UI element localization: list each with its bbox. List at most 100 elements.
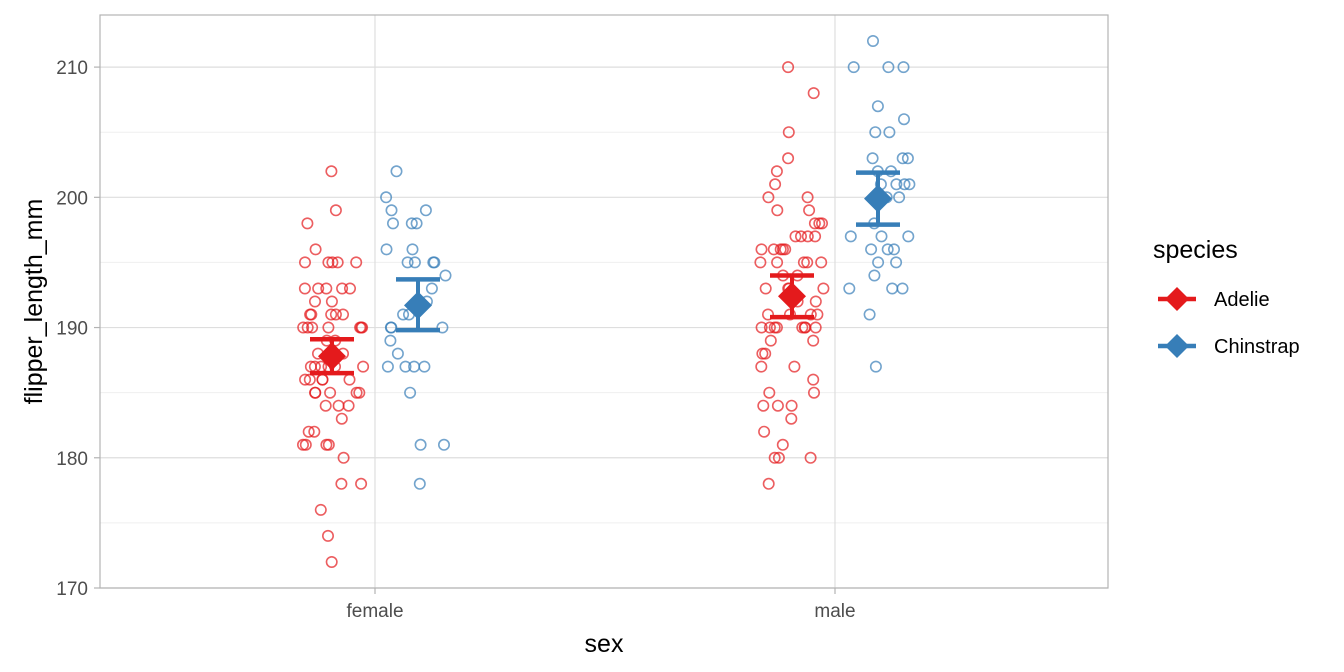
data-point [337, 451, 350, 464]
y-axis-title: flipper_length_mm [20, 199, 48, 405]
data-point [404, 386, 417, 399]
data-point [397, 308, 410, 321]
data-point [322, 321, 335, 334]
data-point [782, 126, 795, 139]
data-point [872, 256, 885, 269]
legend-key-diamond [1165, 334, 1189, 358]
data-point [809, 230, 822, 243]
data-point [807, 334, 820, 347]
data-point [771, 204, 784, 217]
data-point [405, 217, 418, 230]
data-point [350, 256, 363, 269]
mean-diamond [778, 282, 806, 311]
data-point [342, 399, 355, 412]
data-point [384, 334, 397, 347]
data-point [308, 425, 321, 438]
data-point [413, 477, 426, 490]
data-point [314, 503, 327, 516]
summary-marks [310, 170, 900, 376]
data-point [401, 256, 414, 269]
mean-diamond [864, 184, 892, 213]
data-point [801, 230, 814, 243]
data-point [772, 451, 785, 464]
data-point [381, 360, 394, 373]
data-point [809, 321, 822, 334]
data-point [335, 412, 348, 425]
data-point [865, 243, 878, 256]
data-point [817, 282, 830, 295]
data-point [322, 256, 335, 269]
data-point [390, 165, 403, 178]
data-point [319, 399, 332, 412]
grid [100, 15, 1108, 589]
data-point [804, 451, 817, 464]
data-point [414, 438, 427, 451]
data-point [385, 321, 398, 334]
data-point [331, 256, 344, 269]
data-point [755, 321, 768, 334]
data-point [298, 282, 311, 295]
data-point [769, 178, 782, 191]
legend: species Adelie Chinstrap [1153, 236, 1300, 358]
data-point [788, 360, 801, 373]
data-point [325, 295, 338, 308]
legend-label: Chinstrap [1214, 336, 1300, 358]
data-point [789, 230, 802, 243]
data-point [301, 321, 314, 334]
data-point [801, 256, 814, 269]
data-point [355, 477, 368, 490]
legend-label: Adelie [1214, 289, 1270, 311]
data-point [868, 269, 881, 282]
data-point [776, 438, 789, 451]
data-point [297, 321, 310, 334]
data-point [306, 321, 319, 334]
data-point [755, 243, 768, 256]
data-point [320, 438, 333, 451]
data-point [782, 61, 795, 74]
y-tick-label: 210 [56, 58, 88, 79]
data-point [758, 425, 771, 438]
data-point [903, 178, 916, 191]
data-point [408, 360, 421, 373]
data-point [391, 347, 404, 360]
data-point [320, 282, 333, 295]
data-point [321, 529, 334, 542]
data-point [815, 256, 828, 269]
data-point [380, 243, 393, 256]
data-point [350, 386, 363, 399]
data-point [897, 61, 910, 74]
data-point [343, 282, 356, 295]
data-point [329, 204, 342, 217]
data-point [770, 165, 783, 178]
data-point [771, 399, 784, 412]
data-point [897, 113, 910, 126]
data-point [439, 269, 452, 282]
data-point [312, 282, 325, 295]
data-point [807, 87, 820, 100]
mean-diamond [404, 291, 432, 320]
data-point [771, 256, 784, 269]
data-point [296, 438, 309, 451]
data-point [308, 295, 321, 308]
data-point [325, 308, 338, 321]
data-point [419, 204, 432, 217]
y-tick-label: 180 [56, 449, 88, 470]
data-point [425, 282, 438, 295]
data-point [410, 217, 423, 230]
data-point [804, 308, 817, 321]
data-point [436, 321, 449, 334]
data-point [380, 191, 393, 204]
data-point [898, 178, 911, 191]
data-point [844, 230, 857, 243]
data-point [335, 477, 348, 490]
data-point [767, 243, 780, 256]
data-point [324, 386, 337, 399]
data-point [357, 360, 370, 373]
data-point [890, 178, 903, 191]
data-point [779, 243, 792, 256]
data-point [902, 230, 915, 243]
data-point [386, 217, 399, 230]
data-point [763, 386, 776, 399]
data-point [755, 360, 768, 373]
